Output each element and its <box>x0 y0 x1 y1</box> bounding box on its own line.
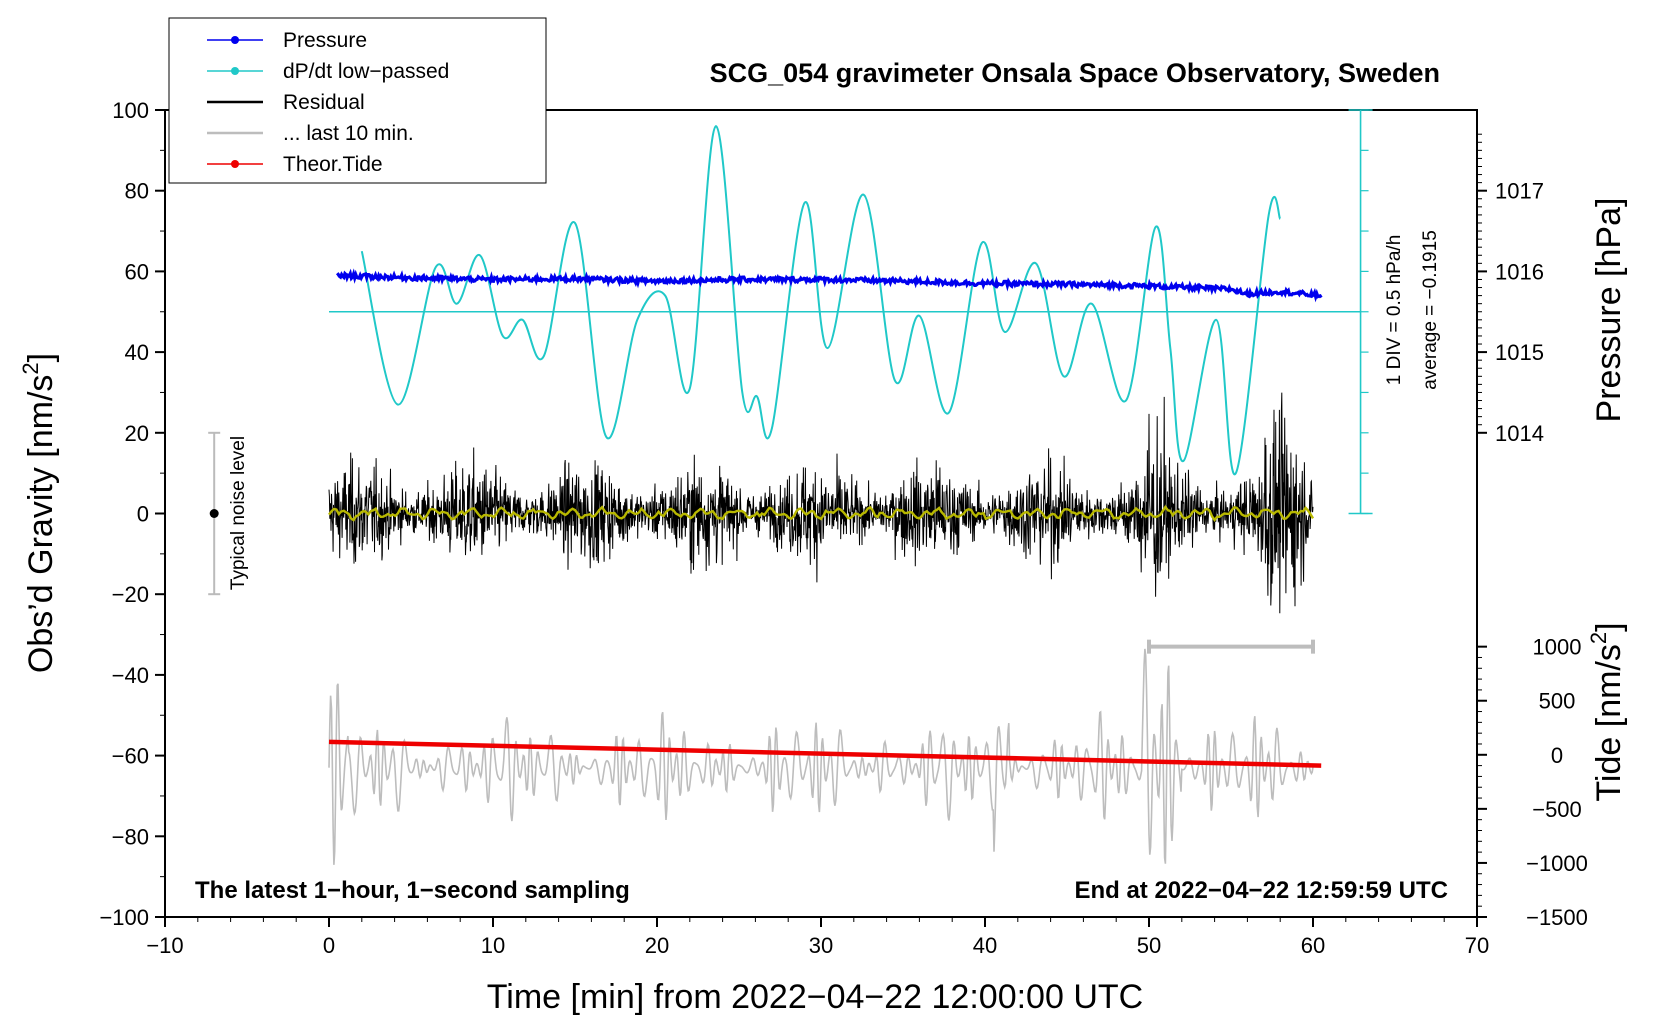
div-label: 1 DIV = 0.5 hPa/h <box>1384 235 1405 386</box>
pressure-tick-label: 1014 <box>1495 421 1544 446</box>
x-tick-label: 50 <box>1137 933 1161 958</box>
pressure-tick-label: 1016 <box>1495 259 1544 284</box>
y-tick-label: 80 <box>125 179 149 204</box>
tide-tick-label: 500 <box>1539 689 1576 714</box>
legend-box <box>168 17 547 184</box>
pressure-tick-label: 1017 <box>1495 179 1544 204</box>
legend-marker <box>231 36 239 44</box>
chart-title: SCG_054 gravimeter Onsala Space Observat… <box>710 58 1440 88</box>
residual-smoothed-trace <box>328 504 1315 523</box>
dpdt-line <box>360 125 1282 476</box>
y-axis-label-main: Obs’d Gravity [nm/s <box>22 375 60 674</box>
noise-level-bar <box>208 431 221 596</box>
y-axis-label-sup: 2 <box>18 362 43 374</box>
dpdt-lowpassed-trace <box>329 125 1361 476</box>
y-tick-label: 20 <box>125 421 149 446</box>
legend-label: Theor.Tide <box>283 153 383 176</box>
tide-tick-label: −1000 <box>1526 851 1588 876</box>
x-axis-label: Time [min] from 2022−04−22 12:00:00 UTC <box>487 978 1143 1016</box>
x-tick-label: 60 <box>1301 933 1325 958</box>
tide-axis-label: Tide [nm/s2] <box>1586 622 1628 801</box>
y-axis-label-end: ] <box>22 353 60 362</box>
x-tick-label: 20 <box>645 933 669 958</box>
pressure-line <box>335 268 1323 303</box>
y-axis-label: Obs’d Gravity [nm/s2] <box>18 353 60 673</box>
last-10-min-trace <box>328 648 1314 865</box>
tide-axis-label-main: Tide [nm/s <box>1590 644 1628 801</box>
pressure-tick-label: 1015 <box>1495 340 1544 365</box>
annotation-bottom-left: The latest 1−hour, 1−second sampling <box>195 877 630 904</box>
dpdt-scale-axis <box>1348 109 1373 515</box>
pressure-axis-label: Pressure [hPa] <box>1590 198 1628 423</box>
legend-label: Pressure <box>283 29 367 52</box>
y-tick-label: −40 <box>112 663 149 688</box>
x-tick-label: 0 <box>323 933 335 958</box>
noise-level-label: Typical noise level <box>228 436 249 590</box>
theoretical-tide-trace <box>328 739 1322 768</box>
legend-label: ... last 10 min. <box>283 122 414 145</box>
legend-marker <box>231 160 239 168</box>
legend-marker <box>231 67 239 75</box>
residual-smoothed-line <box>328 504 1315 523</box>
y-axis-ticks: −100 −80 −60 −40 −20 0 20 40 60 80 100 <box>99 98 165 930</box>
tide-line <box>328 739 1322 768</box>
y-tick-label: 100 <box>112 98 149 123</box>
y-tick-label: −80 <box>112 824 149 849</box>
noise-bar-center-dot <box>209 509 219 518</box>
tide-tick-label: 1000 <box>1533 635 1582 660</box>
pressure-axis-ticks: 1014 1015 1016 1017 <box>1477 133 1544 446</box>
legend-label: Residual <box>283 91 365 114</box>
tide-axis-label-end: ] <box>1590 622 1628 631</box>
last-10-min-bar <box>1147 639 1315 654</box>
x-tick-label: 10 <box>481 933 505 958</box>
y-tick-label: −60 <box>112 744 149 769</box>
y-tick-label: 60 <box>125 259 149 284</box>
pressure-trace <box>335 268 1323 303</box>
last-10-min-line <box>328 648 1314 865</box>
tide-tick-label: −1500 <box>1526 905 1588 930</box>
average-label: average = −0.1915 <box>1420 230 1441 390</box>
y-tick-label: −100 <box>99 905 149 930</box>
annotation-bottom-right: End at 2022−04−22 12:59:59 UTC <box>1074 877 1448 904</box>
legend: Pressure dP/dt low−passed Residual ... last… <box>168 17 547 184</box>
tide-axis-ticks: −1500 −1000 −500 0 500 1000 <box>1477 635 1588 930</box>
residual-line <box>328 392 1314 614</box>
x-tick-label: 70 <box>1465 933 1489 958</box>
residual-trace <box>328 392 1314 614</box>
x-tick-label: 40 <box>973 933 997 958</box>
tide-axis-label-sup: 2 <box>1586 632 1611 644</box>
y-tick-label: 40 <box>125 340 149 365</box>
x-tick-label: −10 <box>146 933 183 958</box>
tide-tick-label: 0 <box>1551 743 1563 768</box>
y-tick-label: −20 <box>112 582 149 607</box>
x-tick-label: 30 <box>809 933 833 958</box>
legend-label: dP/dt low−passed <box>283 60 449 83</box>
tide-tick-label: −500 <box>1532 797 1582 822</box>
x-axis-ticks: −10 0 10 20 30 40 50 60 70 <box>146 917 1489 958</box>
y-tick-label: 0 <box>137 502 149 527</box>
